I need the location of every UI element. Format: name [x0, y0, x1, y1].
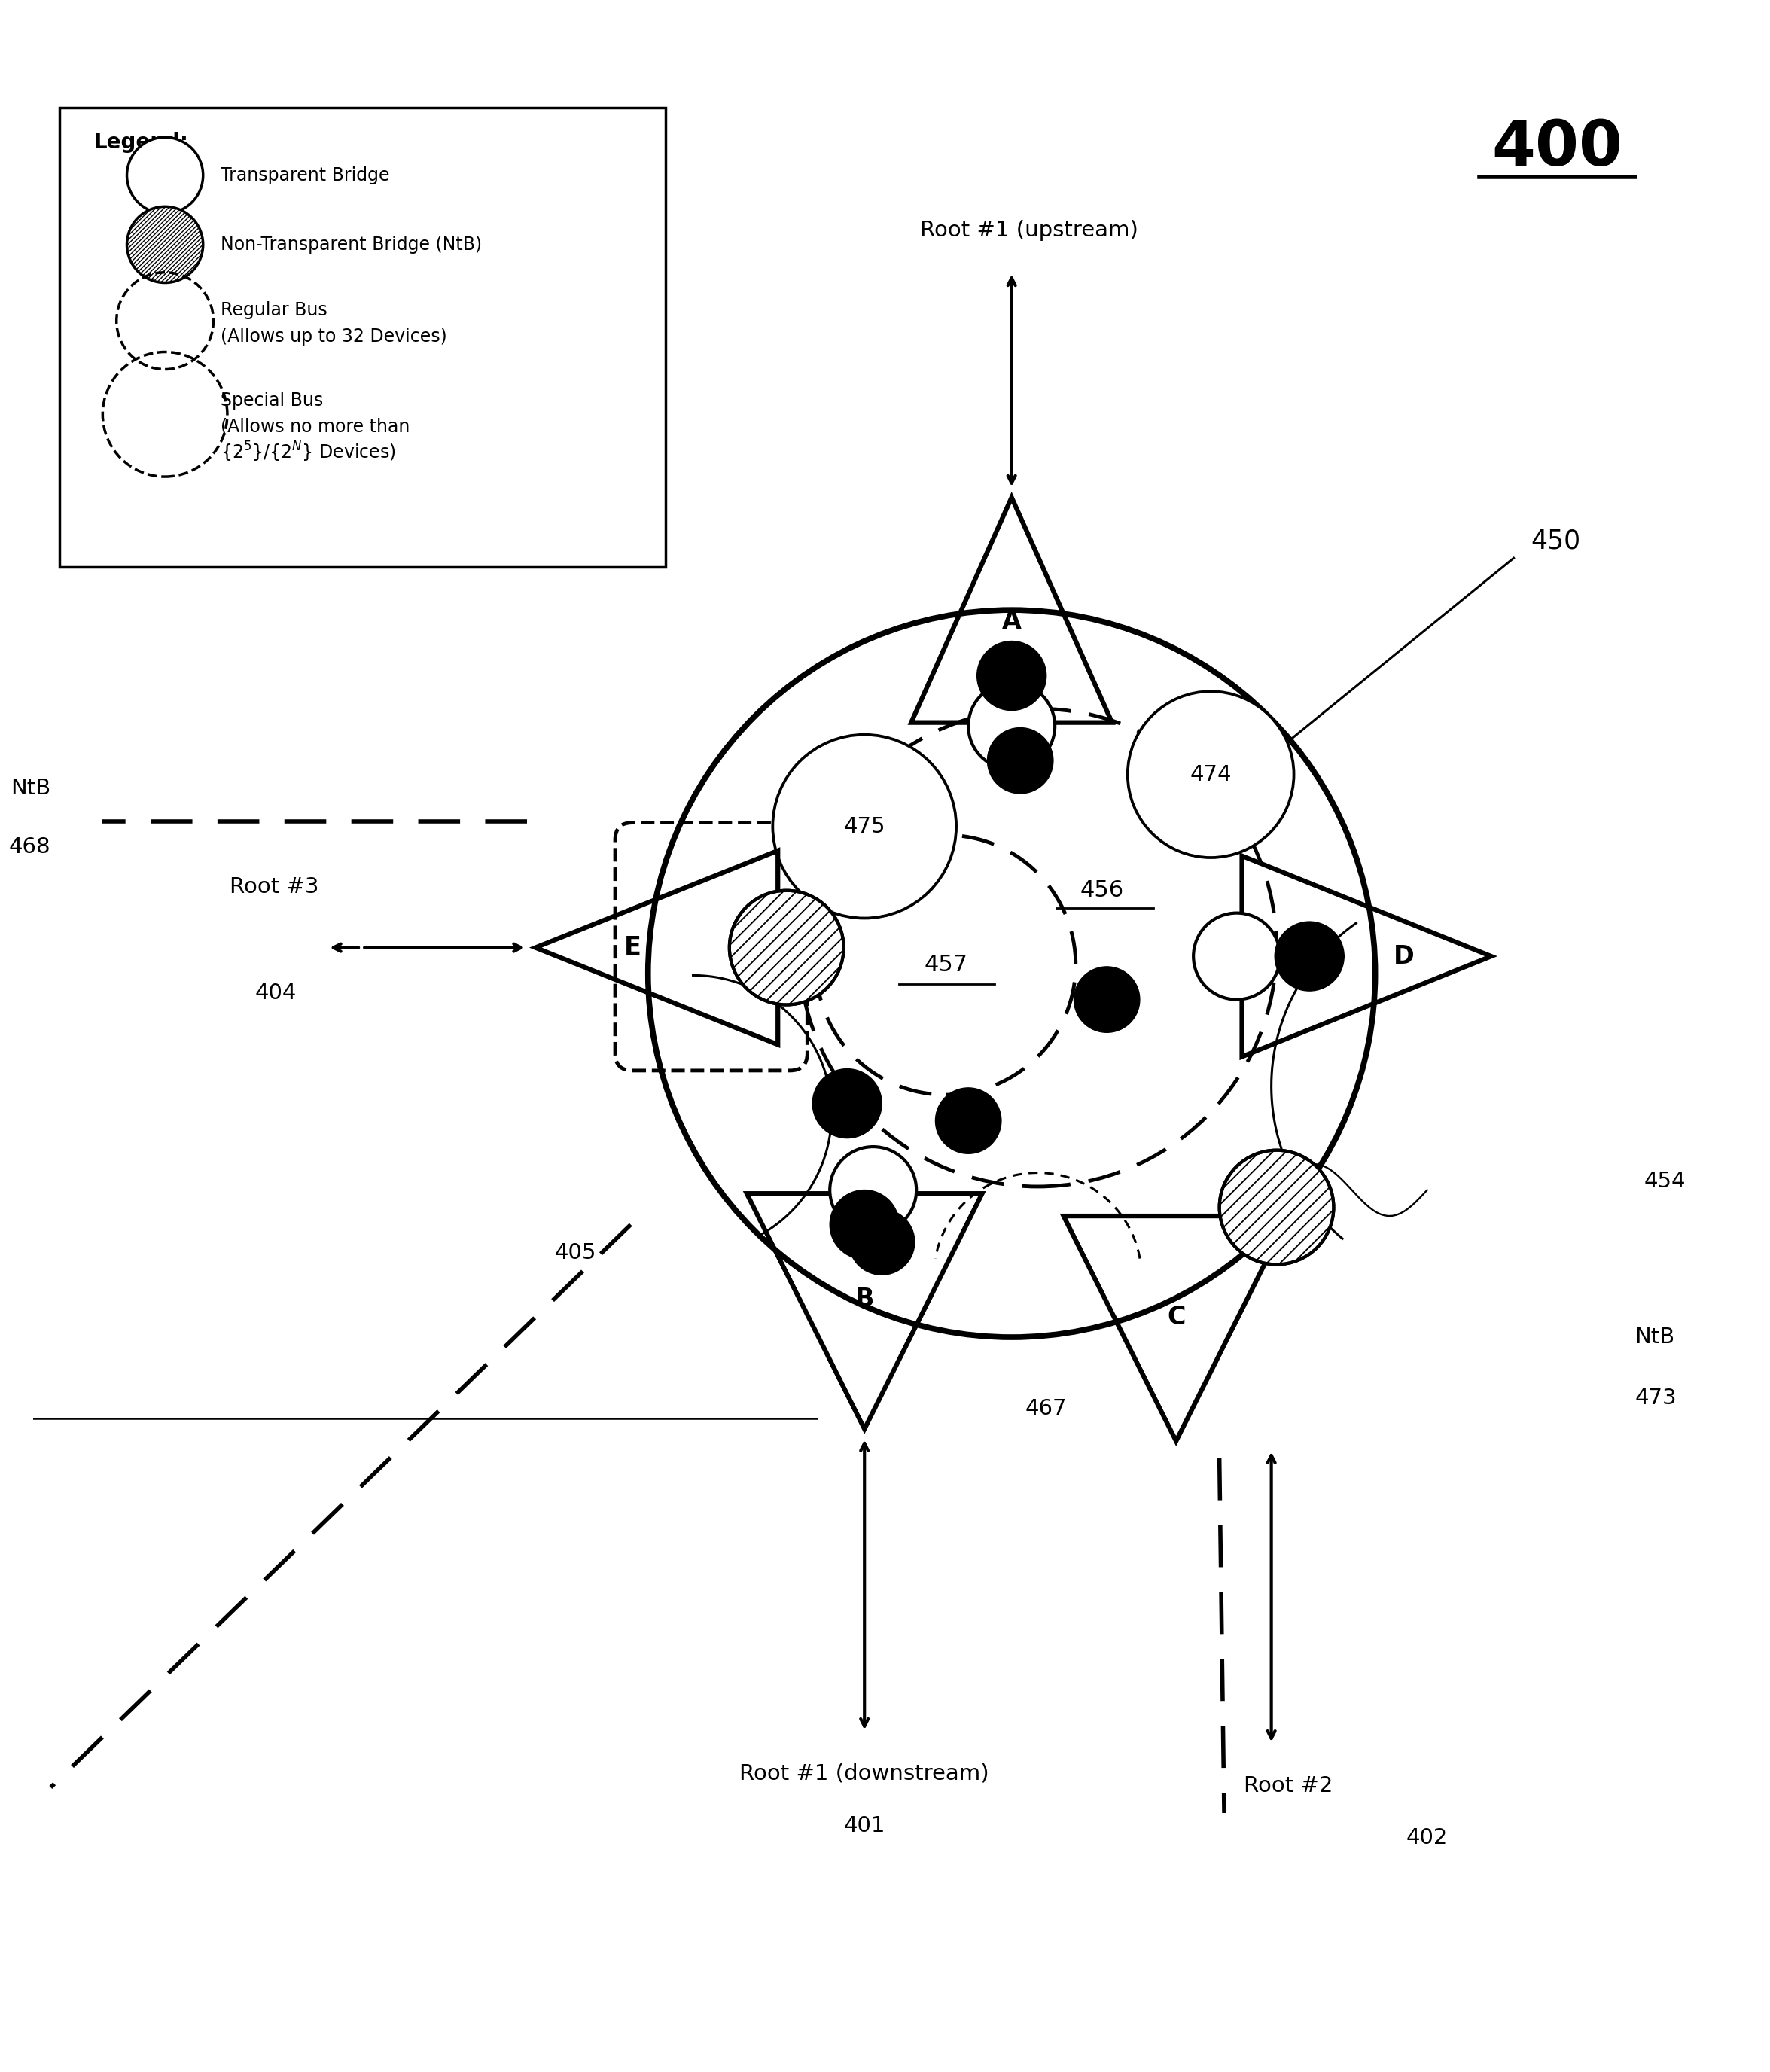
- Text: 404: 404: [255, 982, 297, 1003]
- Circle shape: [798, 709, 1276, 1187]
- Text: 405: 405: [554, 1241, 596, 1264]
- Text: 456: 456: [1080, 879, 1124, 901]
- Circle shape: [1193, 914, 1280, 999]
- Circle shape: [812, 1069, 881, 1138]
- Text: 473: 473: [1635, 1388, 1676, 1409]
- Circle shape: [729, 891, 844, 1005]
- Text: 467: 467: [1025, 1399, 1067, 1419]
- Text: 400: 400: [1492, 118, 1623, 178]
- Circle shape: [1220, 1150, 1333, 1264]
- Circle shape: [729, 891, 844, 1005]
- Circle shape: [729, 891, 844, 1005]
- Circle shape: [1220, 1150, 1333, 1264]
- Circle shape: [729, 891, 844, 1005]
- Circle shape: [830, 1189, 899, 1260]
- Text: 457: 457: [924, 953, 968, 976]
- Circle shape: [1220, 1150, 1333, 1264]
- Text: Special Bus: Special Bus: [221, 392, 322, 410]
- Circle shape: [1220, 1150, 1333, 1264]
- Text: Legend:: Legend:: [94, 133, 189, 153]
- Text: Root #2: Root #2: [1244, 1776, 1333, 1796]
- Circle shape: [1220, 1150, 1333, 1264]
- Text: D: D: [1393, 945, 1414, 970]
- Text: $\{2^5\}/\{2^N\}$ Devices): $\{2^5\}/\{2^N\}$ Devices): [221, 441, 395, 464]
- Text: Root #3: Root #3: [230, 876, 319, 897]
- Text: C: C: [1166, 1305, 1186, 1330]
- Circle shape: [968, 682, 1055, 769]
- Circle shape: [1220, 1150, 1333, 1264]
- Circle shape: [935, 1088, 1002, 1154]
- Circle shape: [1220, 1150, 1333, 1264]
- Circle shape: [729, 891, 844, 1005]
- Text: 401: 401: [844, 1815, 885, 1836]
- Circle shape: [1127, 692, 1294, 858]
- Circle shape: [729, 891, 844, 1005]
- Circle shape: [648, 609, 1375, 1336]
- Circle shape: [729, 891, 844, 1005]
- Text: E: E: [623, 934, 641, 959]
- Text: Regular Bus: Regular Bus: [221, 300, 327, 319]
- Circle shape: [1074, 968, 1140, 1032]
- Text: 450: 450: [1531, 528, 1581, 553]
- Circle shape: [127, 137, 204, 213]
- Circle shape: [127, 207, 204, 282]
- Text: A: A: [1002, 609, 1021, 634]
- Text: (Allows up to 32 Devices): (Allows up to 32 Devices): [221, 327, 446, 346]
- Circle shape: [773, 736, 956, 918]
- Text: 402: 402: [1407, 1828, 1448, 1848]
- Circle shape: [850, 1210, 915, 1274]
- Circle shape: [988, 727, 1053, 794]
- Text: Root #1 (upstream): Root #1 (upstream): [920, 220, 1138, 240]
- Circle shape: [729, 891, 844, 1005]
- Circle shape: [1274, 922, 1343, 990]
- Circle shape: [729, 891, 844, 1005]
- Circle shape: [1220, 1150, 1333, 1264]
- Text: NtB: NtB: [11, 777, 51, 800]
- Circle shape: [816, 835, 1076, 1094]
- Text: (Allows no more than: (Allows no more than: [221, 416, 409, 435]
- Circle shape: [1220, 1150, 1333, 1264]
- Circle shape: [729, 891, 844, 1005]
- Circle shape: [1220, 1150, 1333, 1264]
- Text: 475: 475: [844, 816, 885, 837]
- Text: 474: 474: [1189, 765, 1232, 785]
- Circle shape: [830, 1146, 917, 1233]
- Circle shape: [729, 891, 844, 1005]
- Circle shape: [729, 891, 844, 1005]
- Circle shape: [1220, 1150, 1333, 1264]
- Circle shape: [1220, 1150, 1333, 1264]
- Text: Root #1 (downstream): Root #1 (downstream): [740, 1763, 989, 1784]
- Text: NtB: NtB: [1635, 1326, 1674, 1347]
- Circle shape: [729, 891, 844, 1005]
- Text: Non-Transparent Bridge (NtB): Non-Transparent Bridge (NtB): [221, 236, 481, 253]
- Circle shape: [729, 891, 844, 1005]
- Circle shape: [1220, 1150, 1333, 1264]
- Circle shape: [1220, 1150, 1333, 1264]
- FancyBboxPatch shape: [60, 108, 666, 566]
- Circle shape: [1220, 1150, 1333, 1264]
- Text: 454: 454: [1644, 1171, 1685, 1191]
- Text: Transparent Bridge: Transparent Bridge: [221, 166, 389, 184]
- Circle shape: [977, 640, 1046, 711]
- Circle shape: [729, 891, 844, 1005]
- Text: 468: 468: [9, 837, 51, 858]
- Text: B: B: [855, 1287, 874, 1312]
